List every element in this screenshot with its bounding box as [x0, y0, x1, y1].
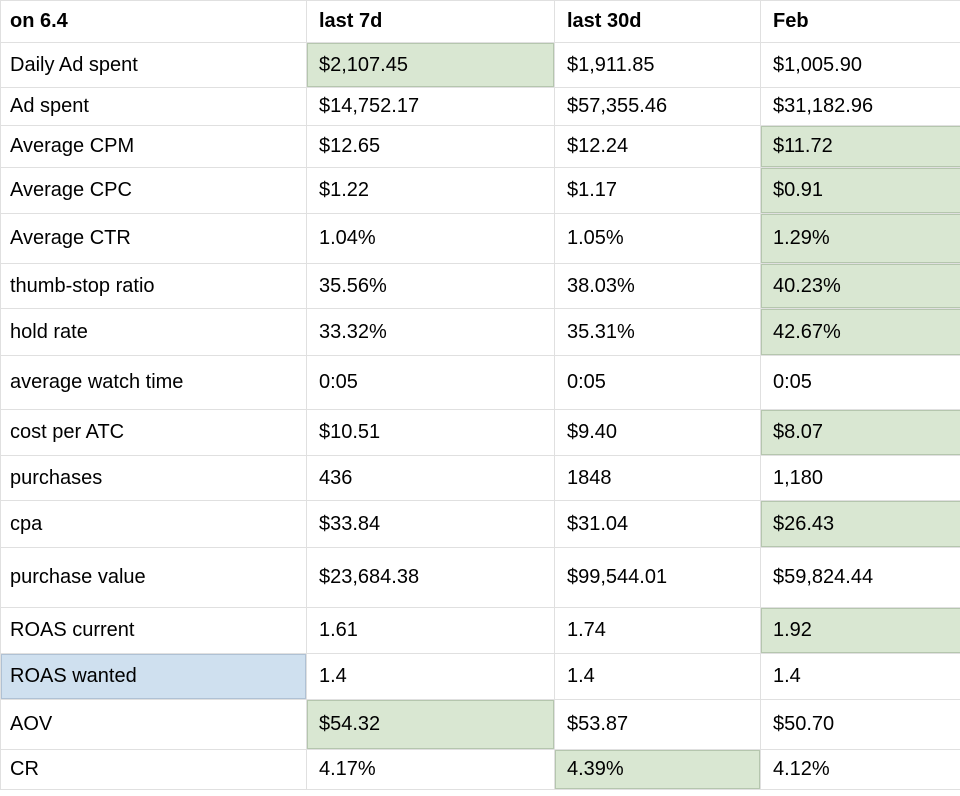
row-label[interactable]: hold rate	[0, 308, 307, 356]
cell-last30d[interactable]: 1.4	[554, 653, 761, 700]
row-label[interactable]: AOV	[0, 699, 307, 750]
cell-feb[interactable]: 1.29%	[760, 213, 960, 264]
row-label[interactable]: Average CTR	[0, 213, 307, 264]
cell-last30d[interactable]: $1.17	[554, 167, 761, 214]
cell-last30d[interactable]: $31.04	[554, 500, 761, 548]
cell-feb[interactable]: $8.07	[760, 409, 960, 456]
cell-feb[interactable]: $59,824.44	[760, 547, 960, 608]
row-label[interactable]: purchases	[0, 455, 307, 501]
table-row: hold rate 33.32% 35.31% 42.67%	[0, 308, 960, 356]
cell-feb[interactable]: 1,180	[760, 455, 960, 501]
cell-last30d[interactable]: $9.40	[554, 409, 761, 456]
cell-last30d[interactable]: $12.24	[554, 125, 761, 168]
cell-feb[interactable]: 1.4	[760, 653, 960, 700]
cell-last30d[interactable]: 1.74	[554, 607, 761, 654]
row-label[interactable]: CR	[0, 749, 307, 790]
cell-last30d[interactable]: $57,355.46	[554, 87, 761, 126]
table-row: ROAS current 1.61 1.74 1.92	[0, 607, 960, 654]
row-label[interactable]: Daily Ad spent	[0, 42, 307, 88]
cell-last30d[interactable]: 1848	[554, 455, 761, 501]
table-row: ROAS wanted 1.4 1.4 1.4	[0, 653, 960, 700]
cell-last7d[interactable]: 436	[306, 455, 555, 501]
cell-last30d[interactable]: 1.05%	[554, 213, 761, 264]
header-cell-date[interactable]: on 6.4	[0, 0, 307, 43]
cell-last30d[interactable]: $1,911.85	[554, 42, 761, 88]
cell-feb[interactable]: $31,182.96	[760, 87, 960, 126]
cell-last30d[interactable]: $99,544.01	[554, 547, 761, 608]
table-row: thumb-stop ratio 35.56% 38.03% 40.23%	[0, 263, 960, 309]
cell-feb[interactable]: 42.67%	[760, 308, 960, 356]
cell-feb[interactable]: 40.23%	[760, 263, 960, 309]
cell-last7d[interactable]: $10.51	[306, 409, 555, 456]
table-row: AOV $54.32 $53.87 $50.70	[0, 699, 960, 750]
header-cell-feb[interactable]: Feb	[760, 0, 960, 43]
cell-last7d[interactable]: 0:05	[306, 355, 555, 410]
cell-feb[interactable]: 4.12%	[760, 749, 960, 790]
header-row: on 6.4 last 7d last 30d Feb	[0, 0, 960, 43]
cell-last30d[interactable]: 35.31%	[554, 308, 761, 356]
row-label[interactable]: average watch time	[0, 355, 307, 410]
cell-last7d[interactable]: $33.84	[306, 500, 555, 548]
cell-last7d[interactable]: 35.56%	[306, 263, 555, 309]
cell-feb[interactable]: 1.92	[760, 607, 960, 654]
table-row: Average CPC $1.22 $1.17 $0.91	[0, 167, 960, 214]
cell-last7d[interactable]: $12.65	[306, 125, 555, 168]
header-cell-last7d[interactable]: last 7d	[306, 0, 555, 43]
table-row: purchases 436 1848 1,180	[0, 455, 960, 501]
cell-last7d[interactable]: $14,752.17	[306, 87, 555, 126]
cell-last7d[interactable]: 1.04%	[306, 213, 555, 264]
table-row: Daily Ad spent $2,107.45 $1,911.85 $1,00…	[0, 42, 960, 88]
row-label[interactable]: cost per ATC	[0, 409, 307, 456]
table-row: purchase value $23,684.38 $99,544.01 $59…	[0, 547, 960, 608]
row-label[interactable]: thumb-stop ratio	[0, 263, 307, 309]
cell-feb[interactable]: $26.43	[760, 500, 960, 548]
cell-last7d[interactable]: $2,107.45	[306, 42, 555, 88]
header-cell-last30d[interactable]: last 30d	[554, 0, 761, 43]
cell-feb[interactable]: $50.70	[760, 699, 960, 750]
row-label[interactable]: cpa	[0, 500, 307, 548]
cell-last30d[interactable]: 38.03%	[554, 263, 761, 309]
cell-last30d[interactable]: 4.39%	[554, 749, 761, 790]
cell-last30d[interactable]: $53.87	[554, 699, 761, 750]
cell-last30d[interactable]: 0:05	[554, 355, 761, 410]
row-label[interactable]: ROAS wanted	[0, 653, 307, 700]
row-label[interactable]: ROAS current	[0, 607, 307, 654]
row-label[interactable]: Ad spent	[0, 87, 307, 126]
cell-feb[interactable]: $1,005.90	[760, 42, 960, 88]
cell-last7d[interactable]: $23,684.38	[306, 547, 555, 608]
table-row: Average CTR 1.04% 1.05% 1.29%	[0, 213, 960, 264]
table-row: cpa $33.84 $31.04 $26.43	[0, 500, 960, 548]
table-row: average watch time 0:05 0:05 0:05	[0, 355, 960, 410]
cell-feb[interactable]: $0.91	[760, 167, 960, 214]
cell-last7d[interactable]: $1.22	[306, 167, 555, 214]
cell-feb[interactable]: 0:05	[760, 355, 960, 410]
cell-last7d[interactable]: 1.61	[306, 607, 555, 654]
cell-last7d[interactable]: $54.32	[306, 699, 555, 750]
table-row: cost per ATC $10.51 $9.40 $8.07	[0, 409, 960, 456]
cell-feb[interactable]: $11.72	[760, 125, 960, 168]
cell-last7d[interactable]: 4.17%	[306, 749, 555, 790]
row-label[interactable]: Average CPC	[0, 167, 307, 214]
table-row: CR 4.17% 4.39% 4.12%	[0, 749, 960, 790]
cell-last7d[interactable]: 1.4	[306, 653, 555, 700]
table-row: Ad spent $14,752.17 $57,355.46 $31,182.9…	[0, 87, 960, 126]
row-label[interactable]: purchase value	[0, 547, 307, 608]
table-row: Average CPM $12.65 $12.24 $11.72	[0, 125, 960, 168]
cell-last7d[interactable]: 33.32%	[306, 308, 555, 356]
row-label[interactable]: Average CPM	[0, 125, 307, 168]
